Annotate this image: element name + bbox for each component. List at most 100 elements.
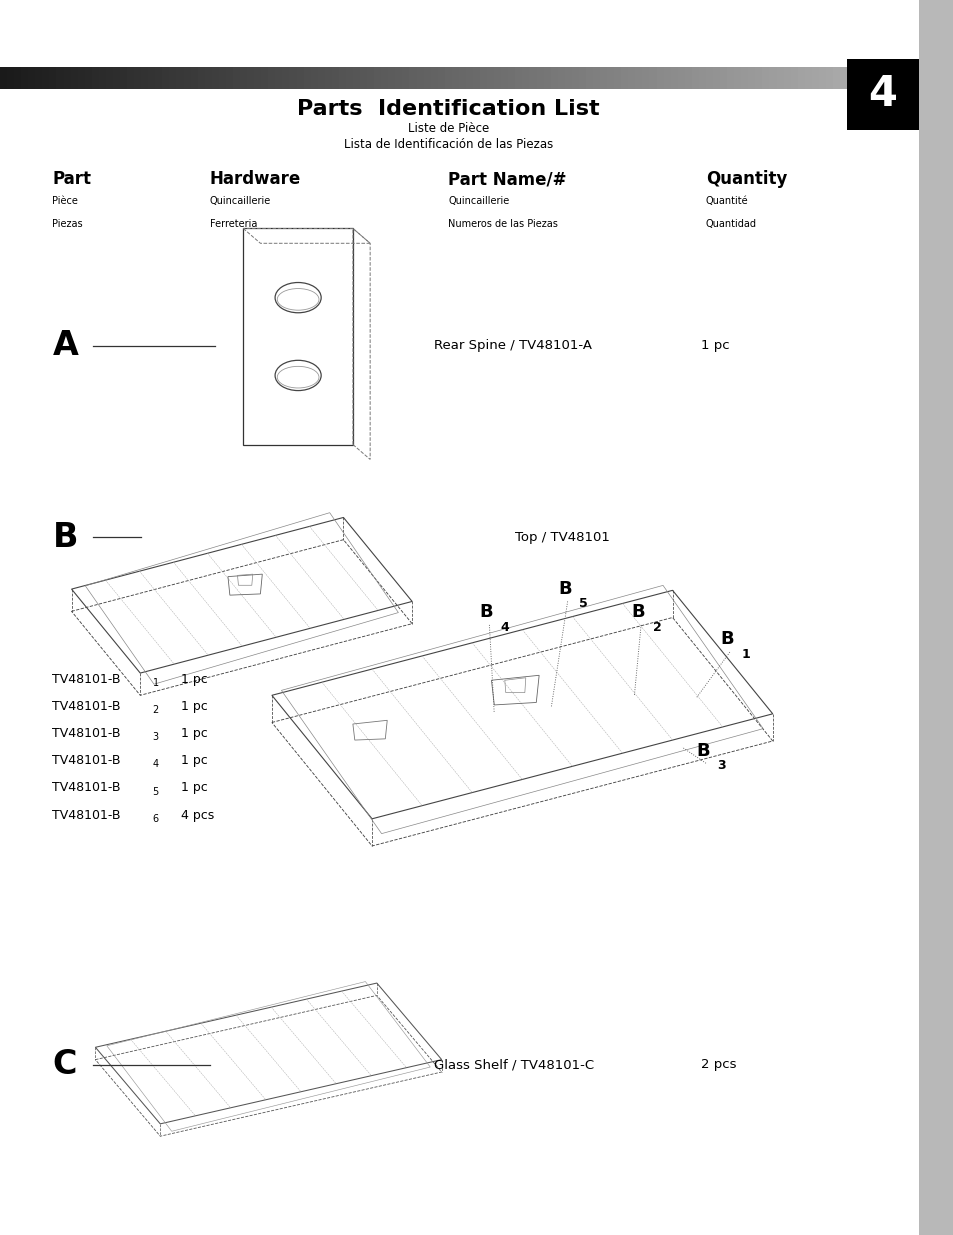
Text: B: B <box>631 603 644 621</box>
Bar <box>141 67 149 89</box>
Text: 2: 2 <box>652 620 660 634</box>
Bar <box>593 67 600 89</box>
Bar <box>918 0 953 1235</box>
Bar <box>218 67 227 89</box>
Text: 4: 4 <box>500 620 509 634</box>
Bar <box>769 67 777 89</box>
Text: C: C <box>52 1049 77 1081</box>
Text: Numeros de las Piezas: Numeros de las Piezas <box>448 219 558 228</box>
Bar <box>776 67 783 89</box>
Text: 4: 4 <box>152 760 158 769</box>
Bar <box>409 67 417 89</box>
Bar <box>14 67 22 89</box>
Text: 6: 6 <box>152 814 158 824</box>
Bar <box>338 67 347 89</box>
Text: Rear Spine / TV48101-A: Rear Spine / TV48101-A <box>434 340 592 352</box>
Bar <box>811 67 819 89</box>
Bar <box>127 67 135 89</box>
Bar <box>465 67 474 89</box>
Bar <box>832 67 841 89</box>
Text: Quincaillerie: Quincaillerie <box>448 196 509 206</box>
Bar <box>311 67 318 89</box>
Bar <box>381 67 389 89</box>
Bar <box>106 67 113 89</box>
Bar <box>77 67 86 89</box>
Bar <box>677 67 685 89</box>
Bar <box>663 67 671 89</box>
Bar <box>620 67 629 89</box>
Bar <box>395 67 403 89</box>
Text: Quincaillerie: Quincaillerie <box>210 196 271 206</box>
Bar <box>197 67 206 89</box>
Bar <box>275 67 283 89</box>
Text: Ferreteria: Ferreteria <box>210 219 257 228</box>
Bar <box>804 67 812 89</box>
Text: B: B <box>52 521 78 553</box>
Bar <box>346 67 354 89</box>
Text: 1 pc: 1 pc <box>700 340 729 352</box>
Text: A: A <box>52 330 78 362</box>
Text: Liste de Pièce: Liste de Pièce <box>407 122 489 135</box>
Bar <box>21 67 30 89</box>
Bar <box>726 67 735 89</box>
Bar <box>782 67 791 89</box>
Bar <box>240 67 248 89</box>
Bar <box>761 67 770 89</box>
Bar <box>353 67 360 89</box>
Bar <box>564 67 572 89</box>
Bar <box>543 67 551 89</box>
Bar <box>656 67 664 89</box>
Bar <box>29 67 36 89</box>
Bar <box>155 67 163 89</box>
Bar <box>606 67 615 89</box>
Bar <box>367 67 375 89</box>
Text: TV48101-B: TV48101-B <box>52 755 121 767</box>
Bar <box>437 67 445 89</box>
Bar <box>458 67 466 89</box>
Bar <box>430 67 438 89</box>
Text: Parts  Identification List: Parts Identification List <box>296 99 599 119</box>
Bar <box>247 67 254 89</box>
Bar <box>289 67 297 89</box>
Bar <box>614 67 621 89</box>
Bar <box>515 67 523 89</box>
Bar <box>684 67 692 89</box>
Bar <box>571 67 579 89</box>
Bar <box>529 67 537 89</box>
Text: 1 pc: 1 pc <box>181 782 208 794</box>
Bar <box>85 67 92 89</box>
Bar <box>120 67 128 89</box>
Text: TV48101-B: TV48101-B <box>52 809 121 821</box>
Bar <box>253 67 262 89</box>
Bar <box>790 67 798 89</box>
Bar <box>720 67 727 89</box>
Bar <box>71 67 78 89</box>
Bar <box>705 67 713 89</box>
Bar <box>585 67 594 89</box>
Bar <box>550 67 558 89</box>
Bar <box>134 67 142 89</box>
Bar <box>162 67 171 89</box>
Bar <box>649 67 657 89</box>
Text: Part: Part <box>52 170 91 189</box>
Text: 2: 2 <box>152 705 159 715</box>
Text: Hardware: Hardware <box>210 170 301 189</box>
Text: 1 pc: 1 pc <box>181 673 208 685</box>
Bar <box>99 67 107 89</box>
Bar <box>599 67 607 89</box>
Bar <box>50 67 57 89</box>
Bar <box>522 67 530 89</box>
Text: 1: 1 <box>740 647 749 661</box>
Bar <box>818 67 826 89</box>
Bar <box>670 67 678 89</box>
Text: Quantité: Quantité <box>705 196 748 206</box>
Text: Top / TV48101: Top / TV48101 <box>515 531 609 543</box>
Bar <box>747 67 756 89</box>
Text: 3: 3 <box>152 732 158 742</box>
Bar <box>691 67 700 89</box>
Bar <box>212 67 219 89</box>
Bar <box>317 67 325 89</box>
Bar <box>359 67 368 89</box>
Text: 1 pc: 1 pc <box>181 727 208 740</box>
Bar <box>423 67 431 89</box>
